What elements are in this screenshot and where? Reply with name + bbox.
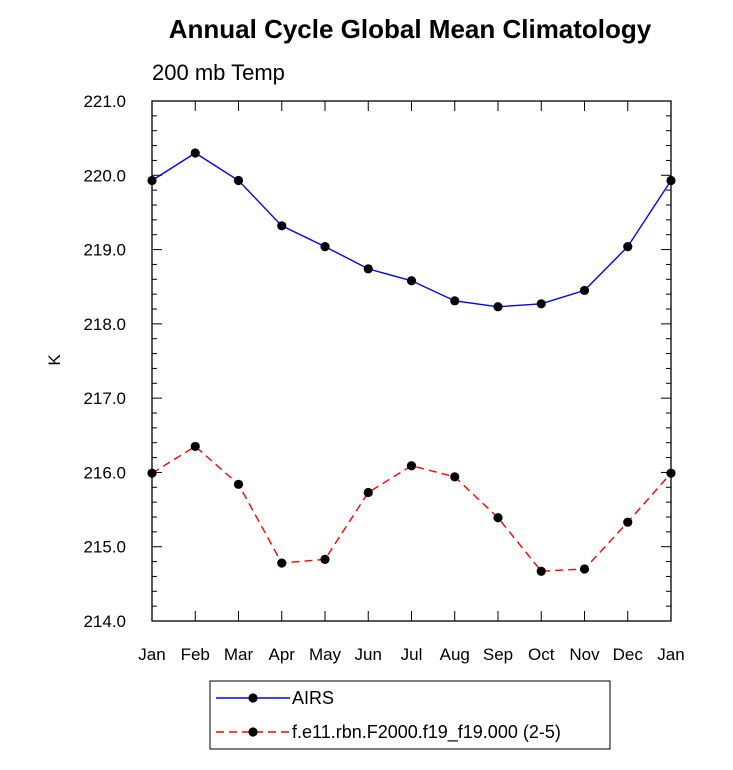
legend-label-2: f.e11.rbn.F2000.f19_f19.000 (2-5) xyxy=(292,722,561,743)
chart-title: Annual Cycle Global Mean Climatology xyxy=(168,14,652,44)
series-2-point xyxy=(579,564,590,574)
axes: 214.0 215.0 216.0 217.0 218.0 219.0 220.0 221.0… xyxy=(83,92,684,664)
series-2-point xyxy=(536,566,546,576)
x-tick-label: Sep xyxy=(483,645,513,664)
legend-box xyxy=(209,680,611,750)
series-layer xyxy=(147,148,676,576)
series-1-point xyxy=(536,299,546,309)
x-tick-label: Nov xyxy=(569,645,600,664)
x-tick-label: Apr xyxy=(269,645,296,664)
series-1-point xyxy=(623,242,633,252)
series-2-point xyxy=(493,513,503,523)
x-tick-label: Oct xyxy=(528,645,555,664)
chart-subtitle: 200 mb Temp xyxy=(152,60,285,85)
x-tick-label: May xyxy=(309,645,342,664)
series-1-point xyxy=(320,242,330,252)
x-tick-label: Mar xyxy=(224,645,254,664)
series-1-point xyxy=(493,302,503,312)
series-2-point xyxy=(363,487,373,498)
x-tick-label: Dec xyxy=(613,645,644,664)
series-1-point xyxy=(190,148,200,158)
y-tick-label: 220.0 xyxy=(83,166,126,185)
series-2-point xyxy=(450,472,460,482)
series-2-point xyxy=(623,517,633,527)
x-tick-label: Feb xyxy=(181,645,210,664)
x-tick-label: Jan xyxy=(657,645,684,664)
series-1-point xyxy=(277,221,287,231)
x-tick-label: Jan xyxy=(138,645,165,664)
series-2-point xyxy=(147,468,157,478)
y-tick-label: 217.0 xyxy=(83,389,126,408)
series-2-point xyxy=(666,468,676,478)
y-tick-label: 218.0 xyxy=(83,315,126,334)
legend-marker-1 xyxy=(248,693,258,703)
y-tick-label: 215.0 xyxy=(83,538,126,557)
plot-frame xyxy=(151,100,672,622)
series-2-point xyxy=(190,441,200,452)
x-tick-label: Jul xyxy=(401,645,423,664)
legend-label-1: AIRS xyxy=(292,688,334,708)
series-1-point xyxy=(233,175,244,186)
y-tick-label: 216.0 xyxy=(83,463,126,482)
series-1-point xyxy=(666,175,676,186)
series-1-point xyxy=(406,276,417,286)
x-tick-label: Aug xyxy=(440,645,470,664)
series-1-point xyxy=(147,175,157,186)
series-1-point xyxy=(363,264,373,274)
y-axis-label: K xyxy=(45,354,64,366)
series-2-point xyxy=(233,479,244,489)
legend-marker-2 xyxy=(248,727,258,737)
series-1-point xyxy=(450,296,460,306)
series-1-point xyxy=(579,285,590,296)
series-2-point xyxy=(320,554,330,564)
x-tick-label: Jun xyxy=(355,645,382,664)
y-tick-label: 221.0 xyxy=(83,92,126,111)
y-tick-label: 219.0 xyxy=(83,241,126,260)
series-2-point xyxy=(277,558,287,568)
y-tick-label: 214.0 xyxy=(83,612,126,631)
legend: AIRS f.e11.rbn.F2000.f19_f19.000 (2-5) xyxy=(209,680,611,750)
series-2-point xyxy=(406,461,417,471)
